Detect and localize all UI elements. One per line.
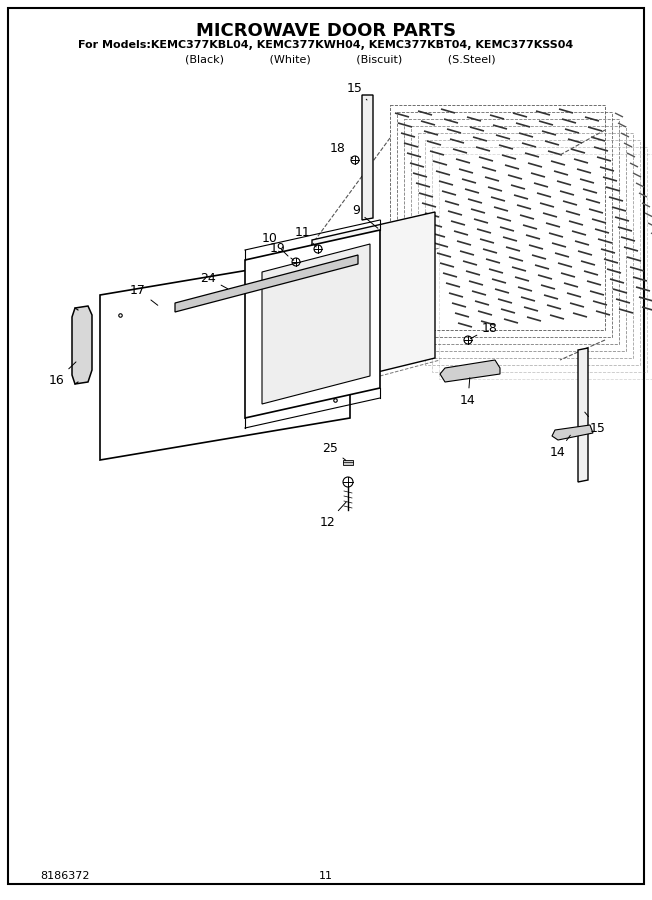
Polygon shape: [175, 255, 358, 312]
Text: 15: 15: [585, 412, 606, 435]
Polygon shape: [100, 253, 350, 460]
Text: 16: 16: [49, 362, 76, 386]
Polygon shape: [578, 348, 588, 482]
Text: (Black)             (White)             (Biscuit)             (S.Steel): (Black) (White) (Biscuit) (S.Steel): [156, 54, 496, 64]
Polygon shape: [343, 460, 353, 464]
Text: 25: 25: [322, 442, 346, 460]
Text: 15: 15: [347, 82, 367, 100]
Text: 19: 19: [270, 241, 294, 260]
Text: MICROWAVE DOOR PARTS: MICROWAVE DOOR PARTS: [196, 22, 456, 40]
Text: 12: 12: [320, 502, 346, 528]
Text: 14: 14: [550, 436, 570, 458]
Text: 18: 18: [330, 141, 353, 158]
Polygon shape: [245, 230, 380, 418]
Polygon shape: [312, 212, 435, 388]
Text: 11: 11: [295, 226, 316, 247]
Text: 24: 24: [200, 272, 228, 289]
Polygon shape: [72, 306, 92, 384]
Text: 18: 18: [471, 321, 498, 338]
Text: 11: 11: [319, 871, 333, 881]
Text: For Models:KEMC377KBL04, KEMC377KWH04, KEMC377KBT04, KEMC377KSS04: For Models:KEMC377KBL04, KEMC377KWH04, K…: [78, 40, 574, 50]
Polygon shape: [440, 360, 500, 382]
Polygon shape: [362, 95, 373, 220]
Text: 8186372: 8186372: [40, 871, 89, 881]
Text: 10: 10: [262, 231, 288, 256]
Polygon shape: [552, 425, 593, 440]
Text: 17: 17: [130, 284, 158, 305]
Text: 14: 14: [460, 378, 476, 407]
Polygon shape: [262, 244, 370, 404]
Text: 9: 9: [352, 203, 378, 229]
